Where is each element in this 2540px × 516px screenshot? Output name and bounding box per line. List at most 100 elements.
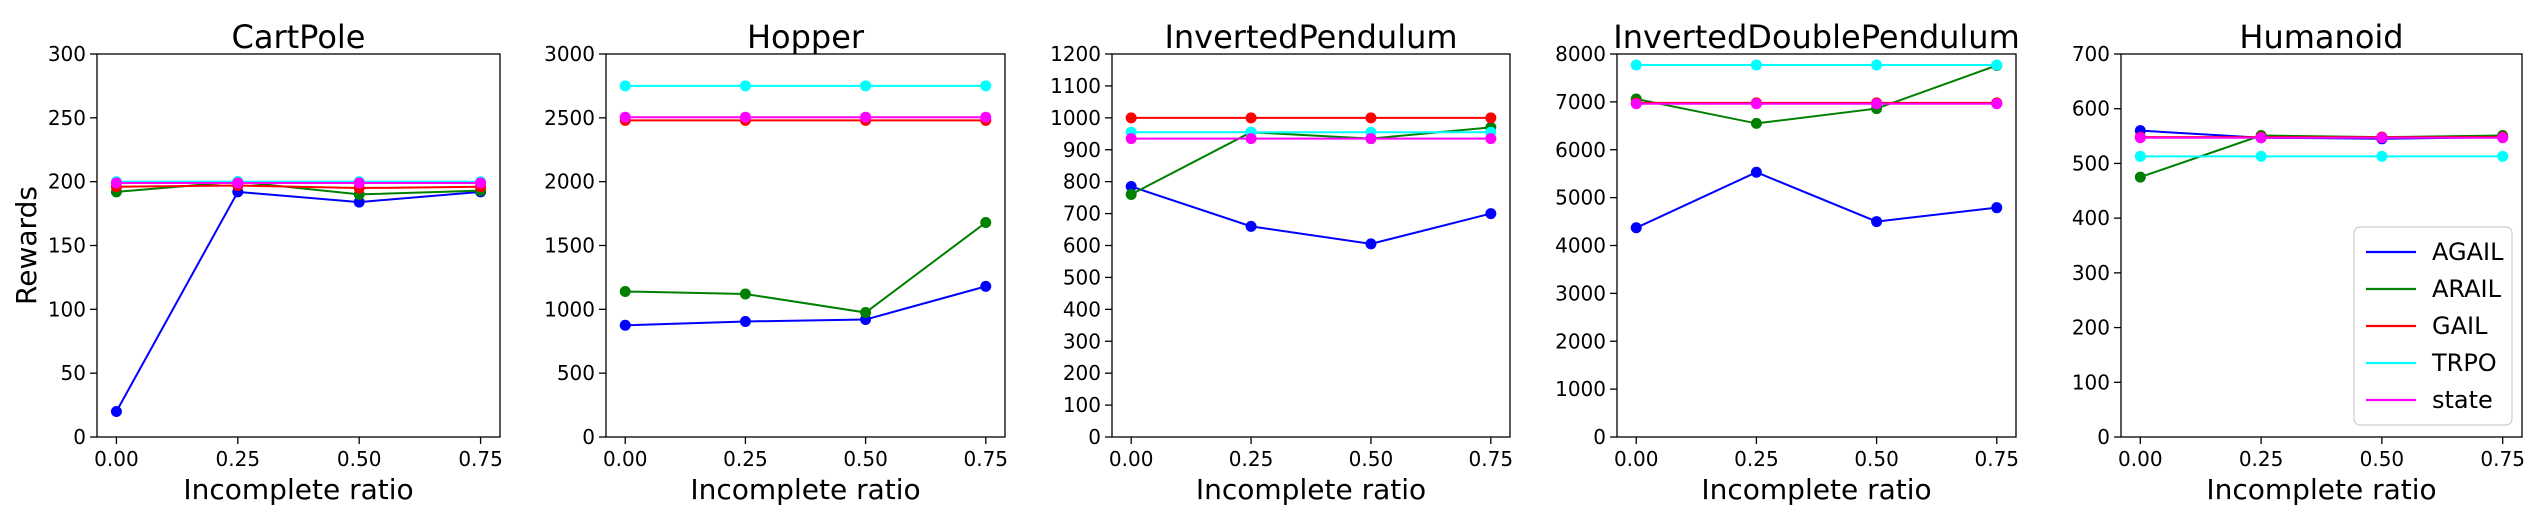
series-TRPO (619, 80, 992, 92)
y-tick-label: 700 (1063, 202, 1101, 226)
y-tick-label: 5000 (1555, 186, 1606, 210)
y-tick-label: 0 (1088, 425, 1101, 449)
x-axis-label: Incomplete ratio (2206, 473, 2436, 506)
data-point (739, 80, 751, 92)
data-point (980, 280, 992, 292)
x-tick-label: 0.75 (1975, 447, 2020, 471)
legend-label: ARAIL (2432, 275, 2502, 303)
y-tick-label: 100 (48, 297, 86, 321)
series-state (2134, 132, 2509, 144)
data-point (1365, 133, 1377, 145)
x-tick-label: 0.25 (1229, 447, 1274, 471)
data-point (980, 111, 992, 123)
y-tick-label: 600 (1063, 234, 1101, 258)
series-AGAIL (619, 280, 992, 331)
data-point (1750, 166, 1762, 178)
series-line (1130, 185, 1492, 245)
series-line (115, 190, 481, 412)
x-tick-label: 0.00 (2118, 447, 2163, 471)
series-state (110, 177, 487, 189)
y-tick-label: 900 (1063, 138, 1101, 162)
data-point (1630, 98, 1642, 110)
data-point (110, 405, 122, 417)
series-ARAIL (619, 217, 992, 319)
data-point (2376, 132, 2388, 144)
data-point (1125, 112, 1137, 124)
series-line (1636, 64, 1998, 125)
y-tick-label: 300 (1063, 329, 1101, 353)
data-point (1125, 180, 1137, 192)
legend-label: TRPO (2431, 349, 2497, 377)
series-line (625, 285, 987, 327)
plot-frame (1616, 53, 2017, 438)
x-tick-label: 0.00 (1614, 447, 1659, 471)
data-point (1750, 59, 1762, 71)
data-point (1991, 59, 2003, 71)
legend: AGAIL ARAIL GAIL TRPO state (2353, 226, 2513, 426)
series-GAIL (1125, 112, 1497, 124)
data-point (232, 177, 244, 189)
data-point (2376, 150, 2388, 162)
y-tick-label: 300 (2072, 261, 2110, 285)
y-tick-label: 200 (1063, 361, 1101, 385)
y-tick-label: 200 (48, 170, 86, 194)
x-tick-label: 0.75 (1469, 447, 1514, 471)
y-tick-label: 500 (557, 361, 595, 385)
plot-frame (2120, 53, 2523, 438)
y-tick-label: 250 (48, 106, 86, 130)
y-tick-label: 7000 (1555, 90, 1606, 114)
x-tick-label: 0.75 (458, 447, 503, 471)
data-point (1485, 208, 1497, 220)
y-tick-label: 2000 (544, 170, 595, 194)
x-tick-label: 0.50 (843, 447, 888, 471)
data-point (1365, 112, 1377, 124)
data-point (353, 196, 365, 208)
data-point (2134, 132, 2146, 144)
series-TRPO (2134, 150, 2509, 162)
data-point (2134, 150, 2146, 162)
data-point (619, 80, 631, 92)
series-AGAIL (1630, 166, 2003, 234)
data-point (1630, 59, 1642, 71)
data-point (980, 217, 992, 229)
y-tick-label: 3000 (1555, 281, 1606, 305)
series-TRPO (1630, 59, 2003, 71)
data-point (2497, 150, 2509, 162)
data-point (353, 177, 365, 189)
x-tick-label: 0.50 (1349, 447, 1394, 471)
data-point (1245, 133, 1257, 145)
y-tick-label: 1000 (544, 297, 595, 321)
data-point (1245, 220, 1257, 232)
chart-title: Humanoid (2239, 18, 2403, 56)
data-point (1991, 98, 2003, 110)
data-point (860, 111, 872, 123)
data-point (1871, 216, 1883, 228)
y-tick-label: 1200 (1050, 42, 1101, 66)
y-tick-label: 50 (61, 361, 86, 385)
legend-label: AGAIL (2432, 238, 2504, 266)
y-tick-label: 8000 (1555, 42, 1606, 66)
x-tick-label: 0.75 (964, 447, 1009, 471)
plot-frame (96, 53, 501, 438)
x-tick-label: 0.25 (2239, 447, 2284, 471)
series-AGAIL (2134, 125, 2509, 145)
data-point (2255, 150, 2267, 162)
series-ARAIL (1630, 59, 2003, 129)
y-tick-label: 1000 (1555, 377, 1606, 401)
y-tick-label: 400 (2072, 206, 2110, 230)
y-tick-label: 0 (582, 425, 595, 449)
chart-title: InvertedPendulum (1164, 18, 1457, 56)
data-point (619, 285, 631, 297)
data-point (2134, 171, 2146, 183)
y-tick-label: 600 (2072, 97, 2110, 121)
y-tick-label: 100 (1063, 393, 1101, 417)
series-line (116, 184, 481, 190)
y-tick-label: 2500 (544, 106, 595, 130)
y-tick-label: 100 (2072, 370, 2110, 394)
chart-panel-2: InvertedPendulum 0 100 200 300 400 500 600 700 80… (1050, 18, 1513, 506)
y-tick-label: 4000 (1555, 234, 1606, 258)
x-axis-label: Incomplete ratio (1701, 473, 1931, 506)
legend-label: state (2432, 386, 2493, 414)
y-tick-label: 500 (1063, 265, 1101, 289)
y-tick-label: 3000 (544, 42, 595, 66)
